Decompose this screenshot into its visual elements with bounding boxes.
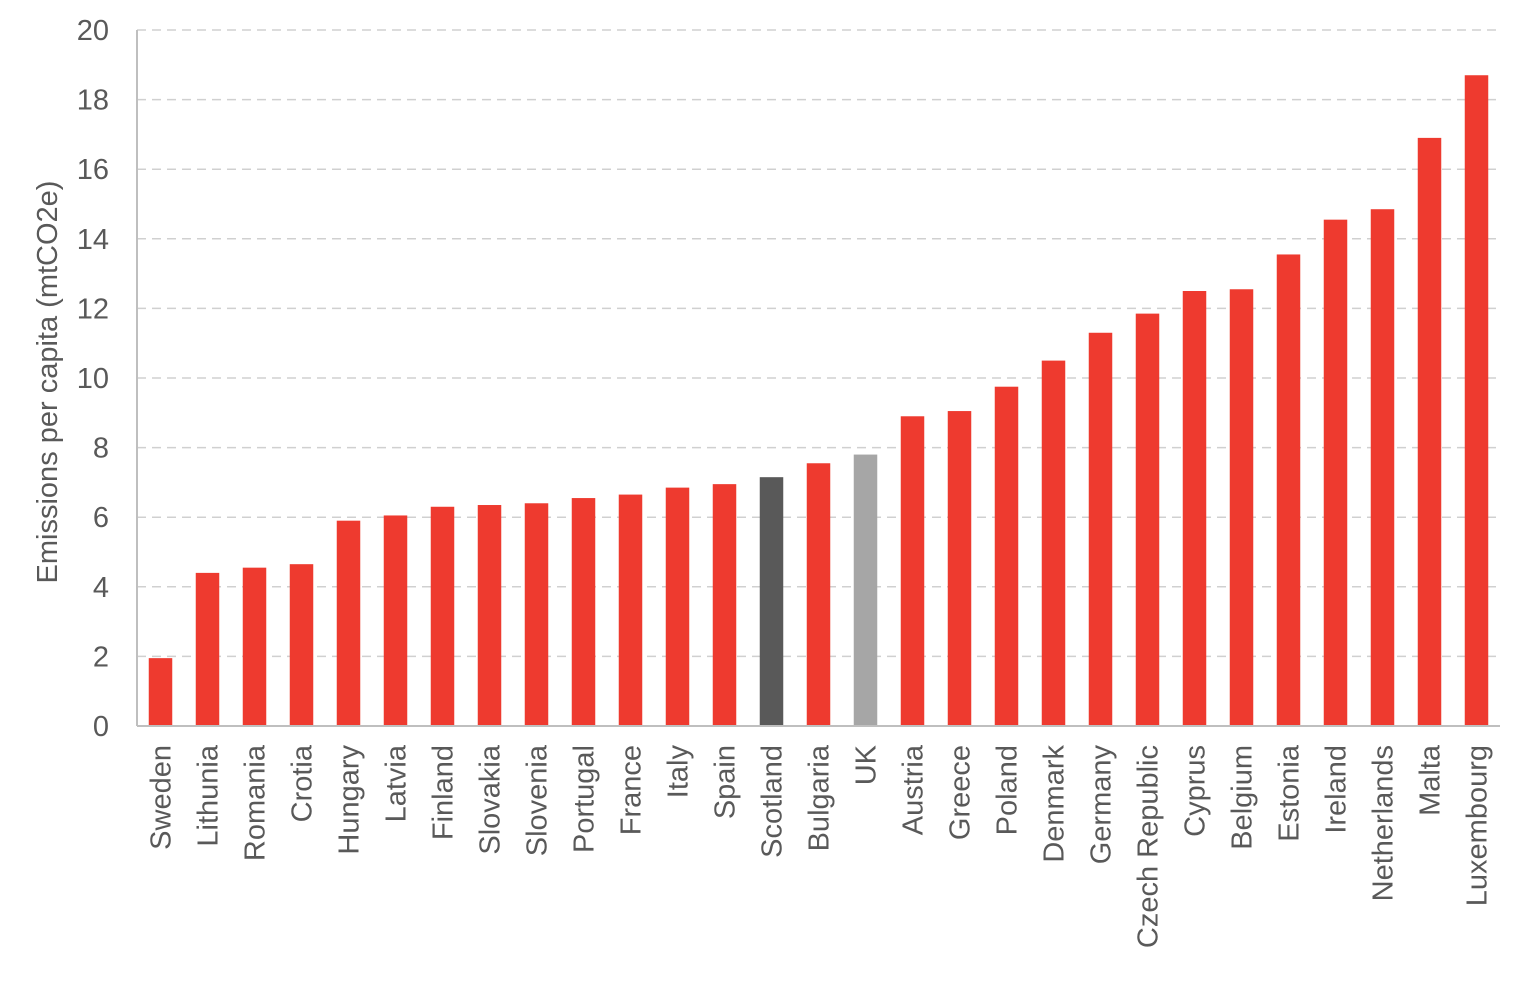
y-tick-label: 18: [77, 85, 109, 117]
bar-italy: [665, 487, 690, 726]
x-tick-label: Netherlands: [1368, 745, 1400, 901]
x-tick-label: Spain: [710, 745, 742, 819]
x-tick-label: Slovakia: [475, 744, 507, 854]
y-tick-label: 14: [77, 224, 109, 256]
x-tick-label: Czech Republic: [1133, 745, 1165, 948]
bar-slovakia: [477, 505, 502, 726]
bar-slovenia: [524, 503, 549, 726]
x-tick-label: Portugal: [569, 745, 601, 853]
bar-bulgaria: [806, 463, 831, 726]
x-tick-label: Latvia: [381, 744, 413, 822]
x-tick-label: Luxembourg: [1462, 745, 1494, 906]
bar-malta: [1417, 137, 1442, 726]
y-tick-label: 2: [93, 641, 109, 673]
x-tick-label: Sweden: [146, 745, 178, 850]
bar-estonia: [1276, 254, 1301, 726]
bar-sweden: [148, 658, 173, 726]
bar-denmark: [1041, 360, 1066, 726]
y-tick-label: 20: [77, 15, 109, 47]
x-tick-label: Romania: [240, 744, 272, 861]
bar-belgium: [1229, 289, 1254, 726]
y-tick-label: 16: [77, 154, 109, 186]
bar-romania: [242, 567, 267, 726]
y-axis-ticks: 0 2 4 6 8 10 12 14 16 18 20: [77, 15, 109, 743]
bar-czech-republic: [1135, 313, 1160, 726]
bar-poland: [994, 386, 1019, 726]
bar-portugal: [571, 498, 596, 726]
x-tick-label: Scotland: [757, 745, 789, 858]
x-tick-label: Cyprus: [1180, 745, 1212, 837]
x-axis-category-labels: Sweden Lithunia Romania Crotia Hungary Latvia…: [146, 744, 1494, 948]
x-tick-label: UK: [851, 744, 883, 785]
bar-uk: [853, 454, 878, 726]
bar-france: [618, 494, 643, 726]
y-tick-label: 8: [93, 433, 109, 465]
y-axis-title: Emissions per capita (mtCO2e): [32, 181, 64, 584]
y-tick-label: 4: [93, 572, 109, 604]
bar-hungary: [336, 520, 361, 726]
x-tick-label: Malta: [1415, 744, 1447, 816]
bar-crotia: [289, 564, 314, 726]
y-tick-label: 0: [93, 711, 109, 743]
bar-austria: [900, 416, 925, 726]
bar-finland: [430, 506, 455, 726]
x-tick-label: Greece: [945, 745, 977, 840]
bar-netherlands: [1370, 209, 1395, 727]
bar-lithunia: [195, 572, 220, 726]
x-tick-label: Lithunia: [193, 744, 225, 846]
x-tick-label: Bulgaria: [804, 744, 836, 851]
x-tick-label: Poland: [992, 745, 1024, 835]
x-tick-label: Germany: [1086, 745, 1118, 865]
bar-spain: [712, 484, 737, 726]
x-tick-label: Denmark: [1039, 745, 1071, 863]
y-tick-label: 6: [93, 502, 109, 534]
x-tick-label: France: [616, 745, 648, 835]
bar-luxembourg: [1464, 75, 1489, 727]
x-tick-label: Belgium: [1227, 745, 1259, 850]
y-tick-label: 12: [77, 293, 109, 325]
x-tick-label: Austria: [898, 744, 930, 835]
x-tick-label: Ireland: [1321, 745, 1353, 834]
bar-greece: [947, 411, 972, 726]
bar-cyprus: [1182, 291, 1207, 726]
x-tick-label: Hungary: [334, 745, 366, 855]
x-tick-label: Estonia: [1274, 744, 1306, 842]
bar-ireland: [1323, 219, 1348, 726]
x-tick-label: Italy: [663, 745, 695, 799]
x-tick-label: Crotia: [287, 744, 319, 822]
bar-latvia: [383, 515, 408, 726]
x-tick-label: Finland: [428, 745, 460, 840]
x-tick-label: Slovenia: [522, 744, 554, 856]
bar-scotland: [759, 477, 784, 726]
y-tick-label: 10: [77, 363, 109, 395]
bar-germany: [1088, 332, 1113, 726]
bars: [148, 75, 1489, 727]
